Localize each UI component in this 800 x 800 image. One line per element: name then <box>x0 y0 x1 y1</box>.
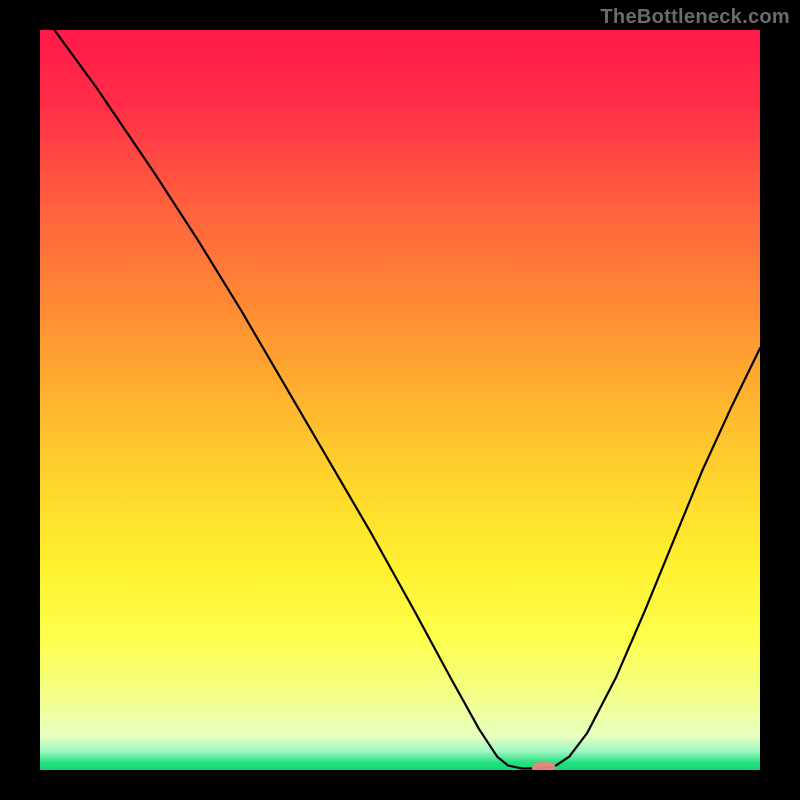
bottleneck-chart <box>0 0 800 800</box>
gradient-background <box>40 30 760 770</box>
chart-stage: TheBottleneck.com <box>0 0 800 800</box>
plot-area <box>40 30 760 775</box>
